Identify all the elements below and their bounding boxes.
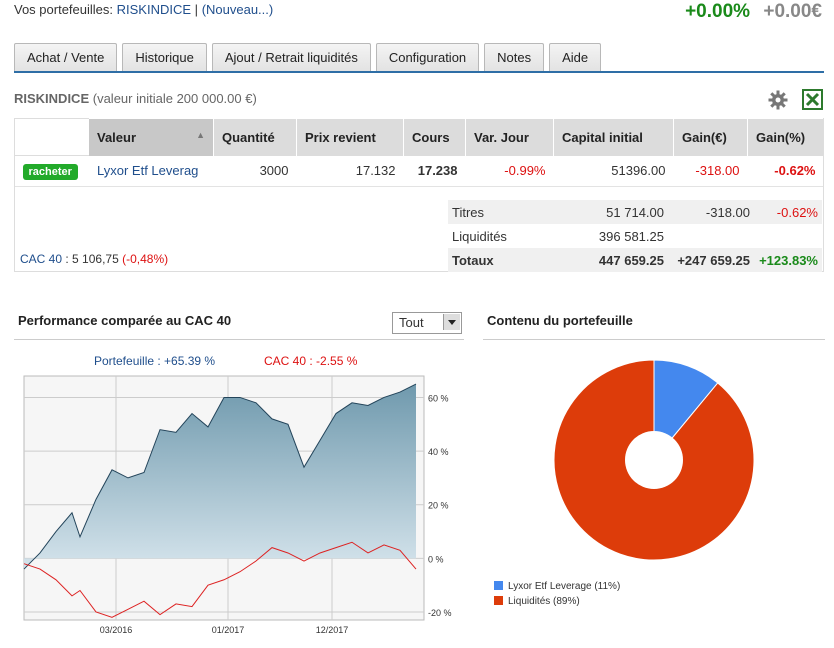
- x-tick-label: 03/2016: [100, 625, 133, 635]
- x-tick-label: 01/2017: [212, 625, 245, 635]
- totals-value: 447 659.25: [566, 248, 668, 272]
- col-valeur[interactable]: Valeur ▲: [89, 118, 214, 156]
- tab-bar: Achat / Vente Historique Ajout / Retrait…: [14, 43, 606, 72]
- totals-table: Titres 51 714.00 -318.00 -0.62% Liquidit…: [448, 200, 822, 272]
- col-var-jour[interactable]: Var. Jour: [465, 118, 554, 156]
- security-link[interactable]: Lyxor Etf Leverag: [97, 163, 199, 179]
- col-valeur-label: Valeur: [97, 129, 137, 145]
- portfolio-pie-chart: [553, 359, 755, 561]
- y-tick-label: 20 %: [428, 501, 449, 511]
- price-cell: 17.238: [403, 155, 466, 187]
- new-portfolio-link[interactable]: (Nouveau...): [201, 2, 274, 17]
- col-prix-revient[interactable]: Prix revient: [296, 118, 404, 156]
- y-tick-label: 60 %: [428, 393, 449, 403]
- cost-price-cell: 17.132: [296, 155, 404, 187]
- pie-slice: [653, 359, 719, 462]
- period-select[interactable]: Tout: [392, 312, 462, 334]
- pie-legend-item: Lyxor Etf Leverage (11%): [494, 579, 620, 594]
- period-value: Tout: [399, 315, 424, 330]
- y-tick-label: 0 %: [428, 554, 444, 564]
- cac40-line: [23, 541, 417, 618]
- portfolio-title: RISKINDICE (valeur initiale 200 000.00 €…: [14, 91, 257, 106]
- tab-historique[interactable]: Historique: [122, 43, 207, 72]
- totals-label: Liquidités: [452, 228, 507, 244]
- tab-configuration[interactable]: Configuration: [375, 43, 480, 72]
- totals-value: 396 581.25: [598, 228, 664, 244]
- content-title: Contenu du portefeuille: [487, 313, 633, 328]
- totals-row-liquidites: Liquidités 396 581.25: [448, 224, 822, 248]
- pie-legend-label: Liquidités (89%): [508, 596, 580, 607]
- legend-swatch: [494, 581, 503, 590]
- totals-label: Totaux: [448, 248, 566, 272]
- col-gain-pct[interactable]: Gain(%): [747, 118, 824, 156]
- index-quote: CAC 40 : 5 106,75 (-0,48%): [20, 252, 168, 266]
- divider: [483, 339, 825, 340]
- portfolio-line: [23, 383, 417, 570]
- col-gain-eur[interactable]: Gain(€): [673, 118, 748, 156]
- cac40-link[interactable]: CAC 40: [20, 252, 63, 266]
- performance-title: Performance comparée au CAC 40: [18, 313, 232, 328]
- legend-swatch: [494, 596, 503, 605]
- tab-underline: [14, 71, 824, 73]
- portfolio-area: [24, 384, 416, 570]
- action-column-header: [14, 118, 89, 156]
- racheter-button[interactable]: racheter: [22, 163, 78, 180]
- table-row: racheter Lyxor Etf Leverag 3000 17.132 1…: [14, 155, 824, 187]
- day-change-cell: -0.99%: [465, 155, 554, 187]
- totals-gain: -318.00: [668, 200, 754, 224]
- gain-eur-cell: -318.00: [673, 155, 748, 187]
- gain-pct-cell: -0.62%: [747, 155, 824, 187]
- portfolio-initial-value: (valeur initiale 200 000.00 €): [92, 91, 257, 106]
- portfolio-link[interactable]: RISKINDICE: [116, 2, 192, 17]
- totals-label: Titres: [448, 200, 566, 224]
- tab-achat-vente[interactable]: Achat / Vente: [14, 43, 118, 72]
- legend-cac40: CAC 40 : -2.55 %: [264, 354, 358, 368]
- tab-notes[interactable]: Notes: [484, 43, 545, 72]
- tab-ajout-retrait[interactable]: Ajout / Retrait liquidités: [211, 43, 371, 72]
- portfolio-name: RISKINDICE: [14, 91, 90, 106]
- totals-gain: +247 659.25: [668, 248, 754, 272]
- totals-pct: +123.83%: [754, 248, 822, 272]
- cac40-change: (-0,48%): [122, 252, 169, 266]
- totals-row-totaux: Totaux 447 659.25 +247 659.25 +123.83%: [448, 248, 822, 272]
- totals-gain: [668, 224, 754, 248]
- col-capital-initial[interactable]: Capital initial: [553, 118, 674, 156]
- day-percent: +0.00%: [685, 1, 751, 22]
- portfolio-selector: Vos portefeuilles: RISKINDICE | (Nouveau…: [14, 2, 273, 17]
- col-cours[interactable]: Cours: [403, 118, 466, 156]
- excel-icon[interactable]: [802, 89, 823, 110]
- cac40-value: : 5 106,75: [65, 252, 119, 266]
- donut-hole: [625, 431, 683, 489]
- totals-pct: -0.62%: [754, 200, 822, 224]
- totals-row-titres: Titres 51 714.00 -318.00 -0.62%: [448, 200, 822, 224]
- daily-performance: +0.00% +0.00€: [685, 1, 822, 23]
- pie-legend: Lyxor Etf Leverage (11%) Liquidités (89%…: [494, 579, 620, 609]
- tab-aide[interactable]: Aide: [549, 43, 602, 72]
- totals-pct: [754, 224, 822, 248]
- pie-legend-label: Lyxor Etf Leverage (11%): [508, 581, 621, 592]
- positions-header-row: Valeur ▲ Quantité Prix revient Cours Var.…: [14, 118, 824, 156]
- divider: [14, 339, 464, 340]
- legend-portfolio: Portefeuille : +65.39 %: [94, 354, 216, 368]
- col-quantite[interactable]: Quantité: [213, 118, 297, 156]
- performance-chart: 60 % 40 % 20 % 0 % -20 % 03/2016 01/2017 12/201…: [23, 375, 452, 635]
- quantity-cell: 3000: [213, 155, 297, 187]
- separator: |: [194, 2, 199, 17]
- positions-table: Valeur ▲ Quantité Prix revient Cours Var.…: [14, 118, 824, 187]
- chevron-down-icon: [443, 314, 460, 330]
- pie-legend-item: Liquidités (89%): [494, 594, 620, 609]
- y-tick-label: 40 %: [428, 447, 449, 457]
- gear-icon[interactable]: [768, 90, 788, 110]
- initial-capital-cell: 51396.00: [553, 155, 674, 187]
- sort-up-icon: ▲: [196, 129, 205, 140]
- action-cell: racheter: [14, 155, 89, 187]
- y-tick-label: -20 %: [428, 608, 452, 618]
- totals-value: 51 714.00: [566, 200, 668, 224]
- x-tick-label: 12/2017: [316, 625, 349, 635]
- day-euro: +0.00€: [763, 1, 822, 22]
- portfolios-label: Vos portefeuilles:: [14, 2, 114, 17]
